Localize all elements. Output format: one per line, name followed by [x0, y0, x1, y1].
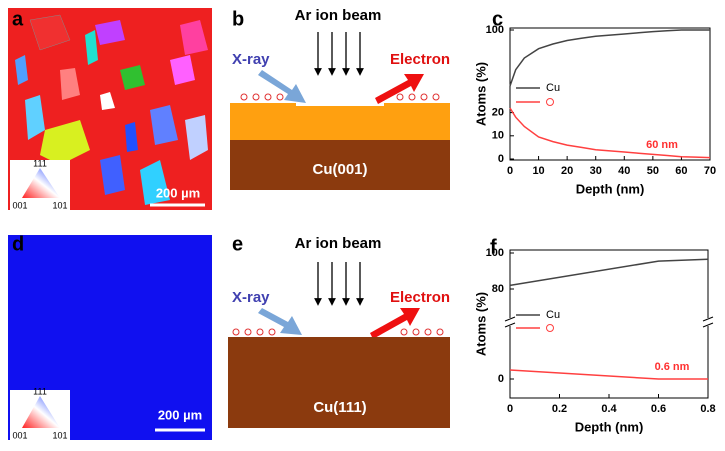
data-line: [509, 107, 711, 159]
x-tick-label: 20: [561, 165, 573, 177]
y-tick-label: 0: [498, 153, 504, 165]
triangle-label: 111: [33, 386, 47, 396]
x-tick-label: 40: [618, 165, 630, 177]
x-axis-title: Depth (nm): [576, 181, 645, 196]
ion-arrows: [314, 32, 364, 76]
x-tick-label: 0.4: [601, 403, 617, 415]
atoms: [232, 328, 444, 336]
panel-label: e: [232, 233, 243, 255]
electron-label: Electron: [390, 51, 450, 68]
substrate: [230, 140, 450, 190]
y-tick-label: 80: [492, 283, 504, 295]
ion-arrows: [314, 262, 364, 306]
electron-arrow: [375, 74, 424, 104]
triangle-label: 101: [52, 200, 67, 210]
x-tick-label: 70: [704, 165, 716, 177]
scale-bar-label: 200 µm: [158, 407, 202, 422]
ebsd-map-a: [8, 8, 212, 210]
x-tick-label: 30: [590, 165, 602, 177]
y-tick-label: 0: [498, 373, 504, 385]
beam-label: Ar ion beam: [295, 235, 382, 252]
triangle-label: 111: [33, 158, 47, 168]
x-tick-label: 0.6: [651, 403, 666, 415]
panel-label: d: [12, 233, 24, 255]
y-axis-title: Atoms (%): [473, 292, 488, 356]
scale-bar-label: 200 µm: [156, 185, 200, 200]
annotation: 60 nm: [646, 139, 678, 151]
x-tick-label: 50: [647, 165, 659, 177]
axis-break: [702, 322, 714, 328]
triangle-label: 101: [52, 430, 67, 440]
legend-marker: [546, 324, 554, 332]
x-tick-label: 10: [532, 165, 544, 177]
legend-label: Cu: [546, 82, 560, 94]
substrate-label: Cu(001): [312, 161, 367, 178]
y-tick-label: 10: [492, 130, 504, 142]
annotation: 0.6 nm: [655, 361, 690, 373]
beam-label: Ar ion beam: [295, 7, 382, 24]
charts: c 0 10 20 30 40 50 60 70 0 10 20 100 Depth (nm) Atoms …: [473, 8, 716, 434]
xray-label: X-ray: [232, 51, 270, 68]
triangle-label: 001: [12, 430, 27, 440]
x-tick-label: 0.2: [552, 403, 567, 415]
axis-break: [504, 322, 516, 328]
x-tick-label: 60: [675, 165, 687, 177]
axis-break: [504, 316, 516, 322]
panel-label: a: [12, 8, 24, 30]
substrate: [228, 337, 450, 428]
data-line: [509, 258, 709, 287]
electron-arrow: [370, 308, 420, 339]
xray-label: X-ray: [232, 289, 270, 306]
atoms: [240, 93, 440, 101]
substrate-label: Cu(111): [313, 399, 366, 416]
xray-arrow: [258, 70, 306, 103]
y-tick-label: 100: [486, 24, 504, 36]
plot-frame: [509, 27, 711, 161]
panel-label: f: [490, 236, 497, 258]
legend-label: Cu: [546, 309, 560, 321]
triangle: [22, 396, 60, 428]
x-tick-label: 0: [507, 403, 513, 415]
data-line: [509, 369, 708, 380]
y-axis-title: Atoms (%): [473, 62, 488, 126]
triangle-label: 001: [12, 200, 27, 210]
x-tick-label: 0.8: [700, 403, 715, 415]
axis-break: [704, 318, 712, 326]
panel-label: c: [492, 8, 503, 30]
xray-arrow: [258, 308, 302, 335]
data-line: [509, 29, 710, 87]
oxide-layer: [230, 103, 450, 140]
electron-label: Electron: [390, 289, 450, 306]
y-tick-label: 20: [492, 107, 504, 119]
axis-break: [702, 316, 714, 322]
axis-break: [506, 318, 514, 326]
x-axis-title: Depth (nm): [575, 419, 644, 434]
panel-label: b: [232, 8, 244, 30]
x-tick-label: 0: [507, 165, 513, 177]
y-tick-label: 100: [486, 247, 504, 259]
legend-marker: [546, 98, 554, 106]
